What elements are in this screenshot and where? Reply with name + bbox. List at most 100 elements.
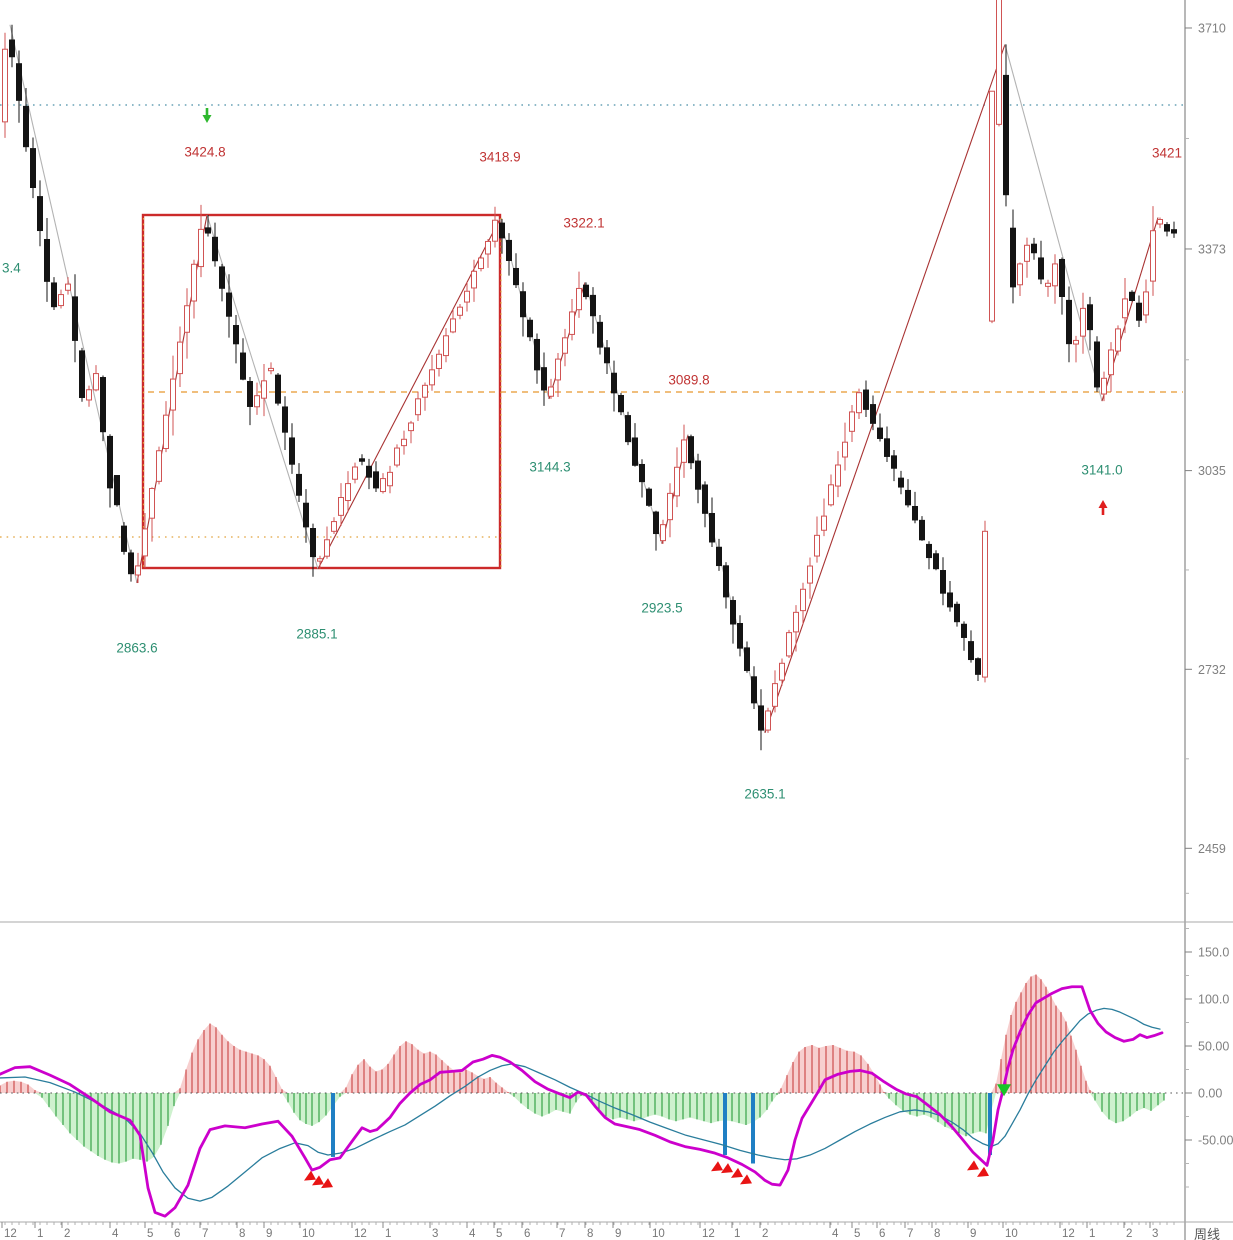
candle-down <box>1129 291 1135 301</box>
candle-down <box>1038 257 1044 280</box>
candle-down <box>37 196 43 232</box>
candle-down <box>702 484 708 514</box>
candle-down <box>205 227 211 234</box>
candle-up <box>562 337 568 354</box>
x-axis-month-label: 4 <box>112 1228 119 1240</box>
candle-down <box>898 477 904 488</box>
candle-up <box>184 305 190 333</box>
candle-up <box>387 471 393 487</box>
candle-up <box>1024 244 1030 262</box>
x-axis-month-label: 12 <box>4 1228 17 1240</box>
candle-up <box>443 335 449 357</box>
candle-down <box>9 39 15 58</box>
price-annotation: 3089.8 <box>668 373 709 388</box>
main-price-pane: 3424.8 3418.9 3322.1 3089.8 3421 3.4 3144.3 286… <box>0 0 1183 802</box>
candle-up <box>835 464 841 487</box>
candle-up <box>793 611 799 633</box>
candle-down <box>758 705 764 731</box>
candle-up <box>198 228 204 268</box>
candle-up <box>856 392 862 414</box>
macd-area-negative <box>0 1093 1164 1164</box>
candle-down <box>541 367 547 391</box>
period-label[interactable]: 周线 <box>1194 1227 1221 1240</box>
candle-down <box>723 565 729 598</box>
candle-up <box>394 447 400 466</box>
price-annotation: 3141.0 <box>1081 463 1122 478</box>
candle-down <box>884 438 890 457</box>
x-axis-month-label: 10 <box>302 1228 315 1240</box>
swing-arrow-down-icon <box>202 115 212 123</box>
candle-down <box>233 325 239 345</box>
candle-up <box>1157 218 1163 225</box>
candle-down <box>730 600 736 625</box>
candle-down <box>1094 341 1100 388</box>
candle-up <box>268 367 274 372</box>
candle-up <box>492 219 498 242</box>
price-annotation: 2923.5 <box>641 601 682 616</box>
y-axis-tick-label: 50.00 <box>1198 1040 1229 1054</box>
candle-down <box>611 372 617 394</box>
price-annotation: 3424.8 <box>184 145 225 160</box>
x-axis-month-label: 3 <box>432 1228 438 1240</box>
candle-up <box>254 395 260 408</box>
candle-down <box>1171 229 1177 234</box>
candle-up <box>65 283 71 291</box>
candle-down <box>737 623 743 649</box>
y-axis-tick-label: 0.00 <box>1198 1087 1222 1101</box>
x-axis-month-label: 1 <box>37 1228 43 1240</box>
candle-down <box>961 623 967 638</box>
candle-down <box>72 296 78 341</box>
candle-up <box>555 358 561 381</box>
candle-up <box>58 294 64 307</box>
x-axis-month-label: 5 <box>496 1228 502 1240</box>
x-axis-month-label: 3 <box>1152 1228 1158 1240</box>
price-annotation: 2885.1 <box>296 627 337 642</box>
candle-down <box>1066 299 1072 345</box>
candle-up <box>807 565 813 584</box>
candle-down <box>282 406 288 433</box>
x-axis-month-label: 10 <box>1005 1228 1018 1240</box>
macd-indicator-pane <box>0 974 1183 1218</box>
candle-up <box>548 386 554 397</box>
candle-down <box>23 105 29 148</box>
candle-up <box>401 438 407 447</box>
candle-up <box>681 439 687 463</box>
price-annotation: 3.4 <box>2 261 21 276</box>
x-axis-month-label: 8 <box>587 1228 593 1240</box>
candle-up <box>1143 291 1149 316</box>
buy-marker-icon <box>721 1163 733 1174</box>
candle-up <box>772 683 778 707</box>
candle-up <box>478 257 484 270</box>
candle-up <box>1073 339 1079 345</box>
candle-down <box>1010 227 1016 288</box>
candle-down <box>947 592 953 608</box>
candle-up <box>471 270 477 289</box>
y-axis-tick-label: 100.0 <box>1198 993 1229 1007</box>
candle-down <box>891 455 897 469</box>
price-annotation: 3144.3 <box>529 460 570 475</box>
macd-dif-line <box>0 985 1164 1218</box>
candle-down <box>114 475 120 506</box>
x-axis-month-label: 9 <box>615 1228 621 1240</box>
candle-up <box>191 263 197 302</box>
candle-up <box>1150 230 1156 282</box>
x-axis-month-label: 1 <box>734 1228 740 1240</box>
x-axis-month-label: 10 <box>652 1228 665 1240</box>
candle-down <box>604 347 610 364</box>
sell-marker-icon <box>997 1084 1011 1097</box>
candle-down <box>1136 302 1142 321</box>
x-axis-month-label: 1 <box>385 1228 391 1240</box>
candle-down <box>583 284 589 298</box>
candle-up <box>1052 263 1058 287</box>
buy-marker-icon <box>321 1178 333 1189</box>
candle-down <box>128 552 134 575</box>
candle-down <box>1087 304 1093 331</box>
candle-down <box>912 505 918 521</box>
candle-down <box>520 291 526 318</box>
candle-up <box>156 450 162 482</box>
candle-up <box>345 483 351 502</box>
candle-down <box>289 437 295 465</box>
buy-marker-icon <box>740 1174 752 1185</box>
candle-up <box>464 290 470 303</box>
